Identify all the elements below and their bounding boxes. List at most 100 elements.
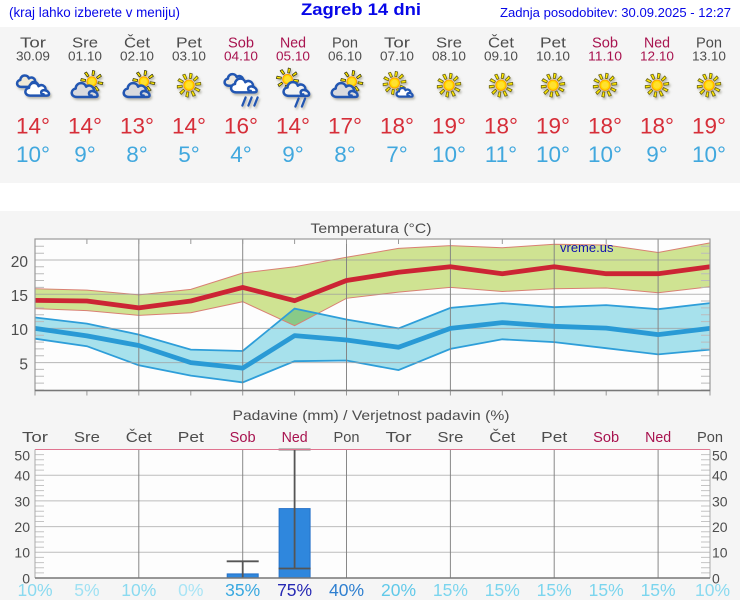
svg-text:10: 10 (712, 545, 728, 561)
svg-text:11°: 11° (485, 142, 517, 167)
svg-text:40: 40 (14, 468, 30, 484)
svg-text:18°: 18° (588, 114, 622, 139)
svg-text:14°: 14° (16, 114, 50, 139)
svg-text:05.10: 05.10 (276, 48, 310, 63)
svg-text:07.10: 07.10 (380, 48, 414, 63)
svg-text:9°: 9° (282, 142, 304, 167)
svg-text:14°: 14° (276, 114, 310, 139)
svg-text:09.10: 09.10 (484, 48, 518, 63)
svg-text:20: 20 (14, 519, 30, 535)
svg-text:40: 40 (712, 468, 728, 484)
svg-text:Ned: Ned (280, 36, 306, 52)
svg-text:10: 10 (14, 545, 30, 561)
svg-text:20%: 20% (381, 580, 416, 600)
svg-text:Ned: Ned (645, 430, 671, 446)
svg-text:7°: 7° (386, 142, 408, 167)
svg-text:15: 15 (11, 288, 28, 305)
svg-text:03.10: 03.10 (172, 48, 206, 63)
svg-text:Čet: Čet (489, 429, 515, 446)
svg-text:Pet: Pet (541, 430, 567, 446)
svg-text:12.10: 12.10 (640, 48, 674, 63)
svg-text:13°: 13° (120, 114, 154, 139)
svg-text:10°: 10° (432, 142, 466, 167)
svg-text:Pon: Pon (332, 36, 358, 52)
svg-text:11.10: 11.10 (588, 48, 622, 63)
svg-text:8°: 8° (126, 142, 148, 167)
svg-text:19°: 19° (432, 114, 466, 139)
svg-text:15%: 15% (485, 580, 520, 600)
svg-text:50: 50 (712, 448, 728, 464)
svg-text:Tor: Tor (386, 430, 412, 446)
svg-text:Sre: Sre (436, 36, 462, 52)
svg-text:Pon: Pon (696, 36, 722, 52)
svg-text:5: 5 (19, 356, 28, 373)
svg-text:15%: 15% (641, 580, 676, 600)
svg-text:Čet: Čet (124, 35, 150, 52)
svg-text:0: 0 (712, 570, 720, 586)
svg-text:10%: 10% (17, 580, 52, 600)
svg-text:Čet: Čet (126, 429, 152, 446)
svg-text:0%: 0% (178, 580, 203, 600)
svg-text:9°: 9° (74, 142, 96, 167)
svg-text:04.10: 04.10 (224, 48, 258, 63)
svg-text:vreme.us: vreme.us (560, 240, 614, 255)
svg-text:5%: 5% (74, 580, 99, 600)
svg-text:(kraj lahko izberete v meniju): (kraj lahko izberete v meniju) (9, 4, 180, 20)
svg-text:10°: 10° (588, 142, 622, 167)
svg-text:Sob: Sob (230, 430, 256, 446)
svg-text:Padavine (mm) / Verjetnost pad: Padavine (mm) / Verjetnost padavin (%) (233, 408, 510, 423)
svg-text:10%: 10% (695, 580, 730, 600)
svg-text:18°: 18° (380, 114, 414, 139)
svg-text:06.10: 06.10 (328, 48, 362, 63)
svg-text:5°: 5° (178, 142, 200, 167)
svg-text:50: 50 (14, 448, 30, 464)
svg-text:Sob: Sob (593, 430, 619, 446)
svg-text:Pet: Pet (540, 36, 566, 52)
svg-text:75%: 75% (277, 580, 312, 600)
svg-text:Sob: Sob (592, 36, 618, 52)
svg-text:15%: 15% (433, 580, 468, 600)
svg-text:10%: 10% (121, 580, 156, 600)
svg-text:Čet: Čet (488, 35, 514, 52)
svg-text:30: 30 (14, 493, 30, 509)
svg-text:40%: 40% (329, 580, 364, 600)
svg-text:35%: 35% (225, 580, 260, 600)
svg-text:18°: 18° (640, 114, 674, 139)
svg-text:10°: 10° (536, 142, 570, 167)
svg-text:02.10: 02.10 (120, 48, 154, 63)
svg-text:30: 30 (712, 493, 728, 509)
svg-text:30.09: 30.09 (16, 48, 50, 63)
svg-text:17°: 17° (328, 114, 362, 139)
svg-text:13.10: 13.10 (692, 48, 726, 63)
svg-text:08.10: 08.10 (432, 48, 466, 63)
svg-text:Sre: Sre (74, 430, 100, 446)
svg-text:Pon: Pon (334, 430, 360, 446)
svg-text:10°: 10° (692, 142, 726, 167)
svg-text:0: 0 (22, 570, 30, 586)
svg-text:Temperatura (°C): Temperatura (°C) (311, 221, 432, 236)
svg-text:15%: 15% (537, 580, 572, 600)
svg-text:Sre: Sre (437, 430, 463, 446)
svg-text:Tor: Tor (22, 430, 48, 446)
svg-text:Sre: Sre (72, 36, 98, 52)
svg-text:Ned: Ned (282, 430, 308, 446)
svg-text:Ned: Ned (644, 36, 670, 52)
svg-text:Pet: Pet (176, 36, 202, 52)
svg-text:Sob: Sob (228, 36, 254, 52)
svg-text:10°: 10° (16, 142, 50, 167)
svg-text:15%: 15% (589, 580, 624, 600)
svg-text:10: 10 (11, 322, 29, 339)
svg-text:Tor: Tor (384, 36, 410, 52)
svg-text:14°: 14° (172, 114, 206, 139)
svg-text:14°: 14° (68, 114, 102, 139)
svg-text:9°: 9° (646, 142, 668, 167)
svg-text:01.10: 01.10 (68, 48, 102, 63)
svg-text:Zagreb 14 dni: Zagreb 14 dni (301, 1, 421, 19)
svg-text:Tor: Tor (20, 36, 46, 52)
svg-text:10.10: 10.10 (536, 48, 570, 63)
svg-text:19°: 19° (692, 114, 726, 139)
svg-text:8°: 8° (334, 142, 356, 167)
svg-text:18°: 18° (484, 114, 518, 139)
svg-text:Pon: Pon (697, 430, 723, 446)
svg-text:Zadnja posodobitev: 30.09.2025: Zadnja posodobitev: 30.09.2025 - 12:27 (500, 6, 731, 20)
